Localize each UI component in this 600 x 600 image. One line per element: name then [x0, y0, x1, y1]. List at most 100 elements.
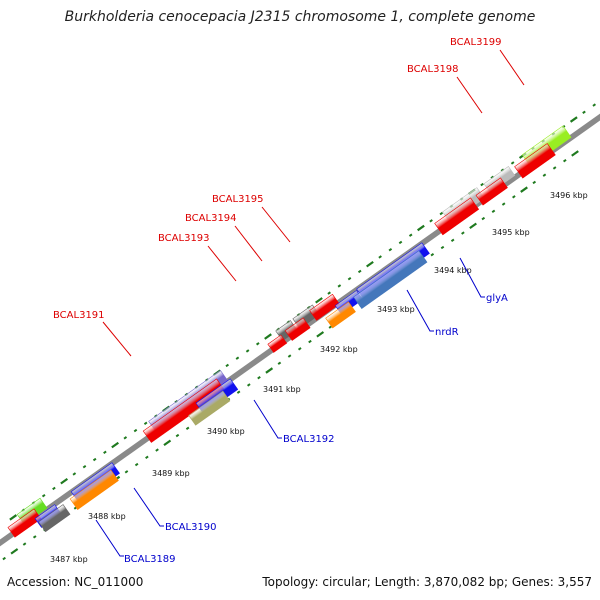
gene-label: glyA	[486, 293, 508, 304]
scale-tick-top	[357, 269, 362, 274]
scale-tick-top	[245, 349, 250, 353]
scale-tick-top	[92, 457, 97, 462]
kbp-label: 3489 kbp	[152, 469, 190, 478]
scale-tick-bottom	[297, 347, 302, 351]
gene-label: BCAL3192	[283, 434, 335, 445]
scale-tick-top	[72, 472, 77, 476]
scale-tick-top	[417, 224, 425, 232]
scale-tick-top	[143, 421, 148, 426]
scale-tick-bottom	[155, 448, 159, 452]
scale-tick-bottom	[542, 173, 547, 177]
leader-line	[95, 519, 124, 557]
scale-tick-bottom	[430, 253, 435, 257]
kbp-label: 3487 kbp	[50, 555, 88, 564]
gene-arrow	[38, 504, 71, 533]
leader-line	[499, 49, 525, 86]
scale-tick-top	[510, 161, 515, 165]
scale-tick-bottom	[247, 383, 251, 387]
scale-tick-bottom	[501, 202, 506, 206]
leader-line	[207, 245, 237, 282]
scale-tick-top	[569, 116, 578, 123]
scale-tick-top	[366, 260, 374, 268]
scale-tick-top	[439, 211, 444, 216]
scale-tick-bottom	[145, 455, 149, 459]
gene-arrow	[7, 508, 42, 538]
scale-tick-top	[408, 233, 413, 237]
scale-tick-bottom	[328, 325, 333, 329]
scale-tick-top	[327, 291, 331, 295]
leader-line	[102, 321, 132, 357]
scale-tick-bottom	[461, 231, 465, 235]
gene-label: BCAL3193	[158, 233, 210, 244]
scale-tick-bottom	[175, 433, 180, 438]
kbp-label: 3490 kbp	[207, 427, 245, 436]
scale-tick-bottom	[134, 462, 139, 467]
scale-tick-top	[480, 182, 484, 187]
leader-line	[456, 76, 483, 114]
kbp-label: 3488 kbp	[88, 512, 126, 521]
gene-arrow	[142, 378, 226, 443]
gene-arrow	[309, 293, 340, 321]
gene-label: BCAL3191	[53, 310, 105, 321]
gene-label: BCAL3190	[165, 522, 217, 533]
scale-tick-top	[41, 493, 46, 498]
scale-tick-top	[592, 103, 597, 107]
scale-tick-top	[235, 356, 240, 360]
gene-arrow	[284, 317, 311, 341]
scale-tick-top	[60, 477, 69, 485]
scale-tick-bottom	[571, 150, 579, 157]
scale-tick-bottom	[236, 390, 241, 394]
gene-arrow	[475, 177, 508, 206]
gene-label: BCAL3195	[212, 194, 264, 205]
scale-tick-bottom	[316, 331, 325, 338]
kbp-label: 3492 kbp	[320, 345, 358, 354]
kbp-label: 3494 kbp	[434, 266, 472, 275]
scale-tick-top	[378, 255, 382, 259]
scale-tick-top	[264, 333, 272, 340]
gene-arrow	[267, 334, 288, 353]
leader-line	[406, 289, 434, 332]
gene-arrow	[353, 250, 428, 309]
scale-tick-top	[398, 240, 403, 245]
genome-stats-text: Topology: circular; Length: 3,870,082 bp…	[262, 575, 592, 589]
scale-tick-top	[388, 248, 393, 252]
scale-tick-bottom	[481, 216, 486, 221]
scale-tick-bottom	[491, 209, 496, 214]
scale-tick-top	[111, 441, 119, 449]
scale-tick-bottom	[265, 367, 274, 374]
scale-tick-bottom	[287, 354, 292, 358]
scale-tick-bottom	[450, 238, 455, 242]
scale-tick-top	[500, 168, 505, 172]
scale-tick-top	[347, 276, 352, 281]
scale-tick-bottom	[22, 542, 27, 546]
scale-tick-top	[52, 486, 56, 491]
accession-text: Accession: NC_011000	[7, 575, 144, 589]
leader-line	[253, 399, 282, 439]
map-title: Burkholderia cenocepacia J2315 chromosom…	[64, 9, 536, 25]
scale-tick-bottom	[124, 470, 129, 474]
gene-label: BCAL3198	[407, 64, 459, 75]
scale-tick-top	[315, 297, 323, 304]
scale-tick-bottom	[257, 376, 261, 380]
scale-tick-top	[225, 363, 230, 368]
gene-arrow	[325, 301, 356, 329]
scale-tick-bottom	[512, 195, 516, 199]
scale-tick-top	[123, 436, 128, 440]
gene-arrow	[188, 390, 231, 426]
scale-tick-bottom	[532, 180, 537, 185]
gene-arrow	[69, 469, 119, 510]
scale-tick-top	[103, 450, 107, 454]
scale-tick-bottom	[163, 439, 172, 447]
scale-tick-bottom	[2, 556, 6, 561]
gene-label: BCAL3194	[185, 213, 237, 224]
gene-label: BCAL3199	[450, 37, 502, 48]
scale-tick-top	[82, 465, 87, 469]
leader-line	[133, 487, 164, 527]
scale-tick-bottom	[469, 222, 477, 230]
kbp-label: 3491 kbp	[263, 385, 301, 394]
scale-tick-top	[582, 110, 586, 114]
scale-tick-top	[490, 175, 495, 180]
leader-line	[261, 206, 291, 243]
